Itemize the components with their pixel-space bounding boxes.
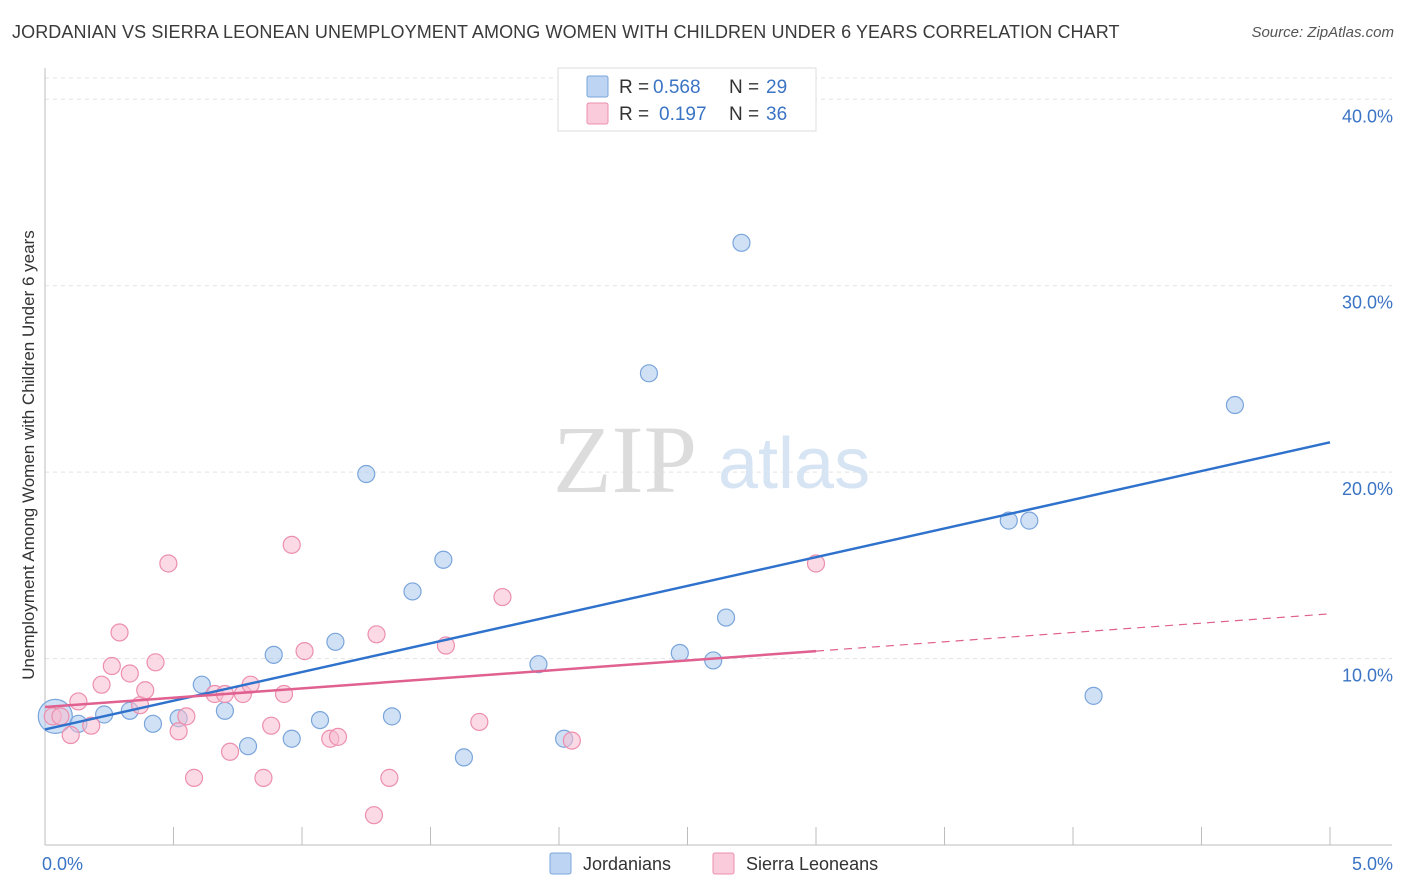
point-jordanians-26 — [1020, 511, 1039, 530]
x-tick-label-1: 5.0% — [1352, 854, 1393, 874]
trend-line-sierra-leoneans-extension — [815, 613, 1331, 652]
point-jordanians-25 — [999, 511, 1018, 530]
point-jordanians-11 — [310, 710, 330, 730]
grid-lines — [45, 77, 1392, 660]
point-sierra-leoneans-7 — [110, 623, 129, 642]
point-jordanians-14 — [382, 707, 402, 726]
x-tick-label-0: 0.0% — [42, 854, 83, 874]
series-legend-jordanians: Jordanians — [583, 854, 671, 874]
y-axis-label: Unemployment Among Women with Children U… — [19, 230, 38, 679]
y-tick-label-1: 20.0% — [1342, 479, 1393, 499]
point-sierra-leoneans-1 — [51, 707, 70, 726]
point-jordanians-7 — [215, 701, 234, 720]
point-sierra-leoneans-18 — [220, 742, 240, 761]
point-jordanians-24 — [732, 233, 751, 252]
watermark: ZIP atlas — [553, 406, 870, 513]
tick-labels: 10.0% 20.0% 30.0% 40.0% 0.0% 5.0% — [42, 106, 1393, 874]
point-sierra-leoneans-30 — [380, 768, 399, 787]
point-sierra-leoneans-25 — [295, 642, 314, 661]
point-jordanians-15 — [403, 582, 422, 601]
series-legend: Jordanians Sierra Leoneans — [549, 852, 878, 875]
point-jordanians-8 — [238, 737, 258, 756]
trend-line-jordanians — [44, 441, 1331, 731]
legend-r-label-2: R = — [619, 104, 649, 125]
legend-r-value-1: 0.568 — [653, 77, 701, 98]
point-jordanians-10 — [282, 729, 301, 748]
watermark-zip: ZIP — [553, 406, 697, 513]
correlation-legend: R = 0.568 N = 29 R = 0.197 N = 36 — [557, 67, 817, 132]
point-jordanians-21 — [670, 643, 689, 663]
series-legend-swatch-sierra-leoneans — [712, 852, 735, 875]
point-sierra-leoneans-34 — [562, 731, 581, 750]
point-sierra-leoneans-8 — [120, 664, 139, 683]
point-jordanians-27 — [1084, 686, 1103, 705]
point-sierra-leoneans-5 — [92, 675, 111, 694]
y-tick-label-2: 30.0% — [1342, 293, 1393, 313]
point-sierra-leoneans-15 — [184, 768, 204, 787]
legend-n-value-2: 36 — [766, 104, 787, 125]
point-sierra-leoneans-22 — [262, 716, 281, 735]
legend-swatch-sierra-leoneans — [586, 102, 609, 125]
point-sierra-leoneans-13 — [169, 722, 188, 741]
legend-r-label-1: R = — [619, 77, 649, 98]
point-sierra-leoneans-6 — [102, 656, 121, 676]
y-tick-label-0: 10.0% — [1342, 666, 1393, 686]
legend-swatch-jordanians — [586, 75, 609, 98]
point-sierra-leoneans-12 — [159, 554, 178, 573]
series-legend-sierra-leoneans: Sierra Leoneans — [746, 854, 878, 874]
point-sierra-leoneans-33 — [493, 587, 512, 607]
point-jordanians-28 — [1225, 395, 1245, 415]
point-sierra-leoneans-4 — [82, 716, 101, 735]
point-sierra-leoneans-10 — [136, 681, 155, 700]
point-sierra-leoneans-24 — [282, 535, 301, 554]
point-sierra-leoneans-3 — [69, 692, 88, 711]
trend-lines — [44, 441, 1331, 731]
point-jordanians-23 — [716, 608, 736, 627]
point-jordanians-22 — [704, 651, 723, 670]
point-sierra-leoneans-21 — [254, 768, 273, 787]
point-sierra-leoneans-2 — [61, 725, 80, 745]
source-label: Source: ZipAtlas.com — [1251, 24, 1394, 41]
point-jordanians-9 — [264, 645, 283, 664]
point-sierra-leoneans-28 — [364, 806, 384, 825]
legend-n-label-1: N = — [729, 77, 759, 98]
series-legend-swatch-jordanians — [549, 852, 572, 875]
point-jordanians-13 — [357, 464, 376, 484]
point-sierra-leoneans-14 — [177, 707, 196, 726]
legend-r-value-2: 0.197 — [659, 104, 707, 125]
watermark-atlas: atlas — [718, 424, 870, 504]
point-jordanians-20 — [639, 364, 659, 383]
trend-line-sierra-leoneans — [44, 649, 817, 709]
point-sierra-leoneans-11 — [146, 653, 165, 672]
point-jordanians-17 — [454, 748, 474, 767]
point-sierra-leoneans-29 — [367, 625, 386, 644]
y-tick-label-3: 40.0% — [1342, 106, 1393, 126]
point-jordanians-12 — [326, 632, 345, 651]
point-sierra-leoneans-27 — [328, 727, 348, 746]
legend-n-label-2: N = — [729, 104, 759, 125]
point-jordanians-16 — [434, 550, 453, 569]
point-jordanians-18 — [529, 655, 548, 674]
point-sierra-leoneans-32 — [470, 712, 489, 732]
chart-title: JORDANIAN VS SIERRA LEONEAN UNEMPLOYMENT… — [12, 22, 1120, 42]
legend-n-value-1: 29 — [766, 77, 787, 98]
point-jordanians-4 — [143, 714, 163, 733]
